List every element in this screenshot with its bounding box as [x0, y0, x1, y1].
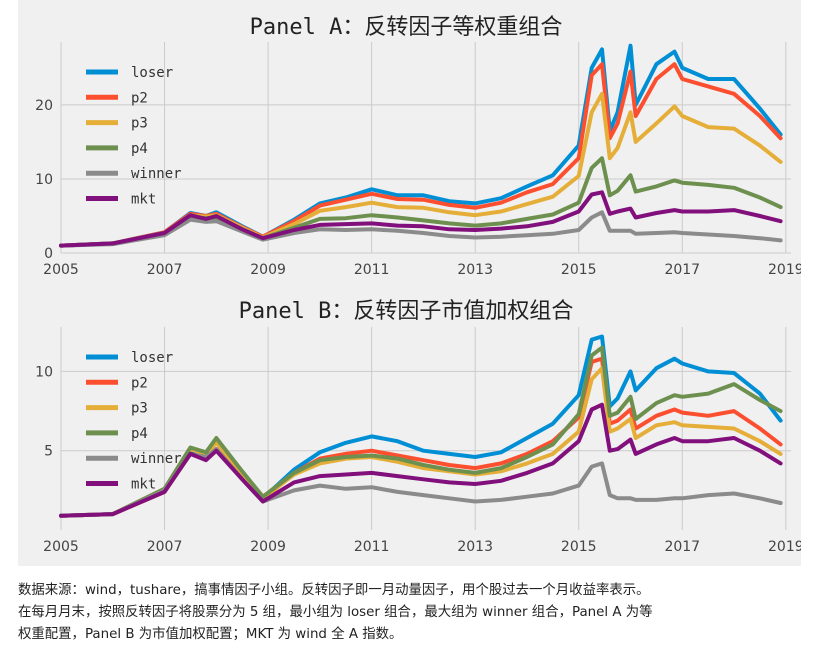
legend-label-mkt: mkt [131, 477, 156, 493]
legend-label-p2: p2 [131, 90, 148, 106]
legend-label-winner: winner [131, 451, 182, 467]
x-tick-label: 2017 [664, 262, 700, 278]
caption-line: 数据来源：wind，tushare，搞事情因子小组。反转因子即一月动量因子，用个… [18, 583, 650, 598]
x-tick-label: 2019 [768, 262, 801, 278]
legend: loser p2 p3 p4 winner mkt [86, 65, 182, 208]
series-line-p3 [59, 366, 783, 518]
x-tick-label: 2007 [147, 539, 183, 555]
legend-label-p4: p4 [131, 141, 148, 157]
y-tick-label: 10 [35, 364, 53, 380]
legend: loser p2 p3 p4 winner mkt [86, 350, 182, 493]
legend-label-p3: p3 [131, 116, 148, 132]
x-tick-label: 2005 [43, 262, 79, 278]
x-tick-label: 2013 [457, 262, 493, 278]
y-tick-label: 0 [44, 246, 53, 262]
y-tick-label: 10 [35, 172, 53, 188]
x-tick-label: 2019 [768, 539, 801, 555]
caption-line: 在每月月末，按照反转因子将股票分为 5 组，最小组为 loser 组合，最大组为… [18, 605, 653, 620]
legend-label-p2: p2 [131, 375, 148, 391]
legend-label-winner: winner [131, 166, 182, 182]
x-tick-label: 2011 [354, 539, 390, 555]
legend-label-mkt: mkt [131, 192, 156, 208]
series-line-winner [59, 210, 783, 248]
x-tick-label: 2007 [147, 262, 183, 278]
legend-label-p4: p4 [131, 426, 148, 442]
y-tick-label: 5 [44, 444, 53, 460]
chart-title: Panel A：反转因子等权重组合 [250, 15, 563, 40]
series-line-p4 [59, 345, 783, 518]
figure-background: 0 10 20 2005 2007 2009 2011 2013 2015 2017 2019 Pan… [18, 0, 801, 566]
x-tick-label: 2009 [250, 262, 286, 278]
legend-label-loser: loser [131, 350, 173, 366]
series-line-mkt [59, 190, 783, 248]
chart-panel-b: 5 10 2005 2007 2009 2011 2013 2015 2017 2019 Panel… [35, 299, 801, 555]
x-tick-label: 2005 [43, 539, 79, 555]
legend-label-p3: p3 [131, 401, 148, 417]
y-tick-label: 20 [35, 98, 53, 114]
x-tick-label: 2015 [561, 262, 597, 278]
source-caption: 数据来源：wind，tushare，搞事情因子小组。反转因子即一月动量因子，用个… [18, 580, 808, 646]
charts-canvas: 0 10 20 2005 2007 2009 2011 2013 2015 2017 2019 Pan… [35, 15, 801, 555]
chart-panel-a: 0 10 20 2005 2007 2009 2011 2013 2015 2017 2019 Pan… [35, 15, 801, 278]
x-tick-label: 2013 [457, 539, 493, 555]
chart-title: Panel B：反转因子市值加权组合 [239, 299, 574, 324]
caption-line: 权重配置，Panel B 为市值加权配置；MKT 为 wind 全 A 指数。 [18, 627, 403, 642]
legend-label-loser: loser [131, 65, 173, 81]
x-tick-label: 2011 [354, 262, 390, 278]
x-tick-label: 2015 [561, 539, 597, 555]
x-tick-label: 2009 [250, 539, 286, 555]
x-tick-label: 2017 [664, 539, 700, 555]
series-line-mkt [59, 402, 783, 518]
